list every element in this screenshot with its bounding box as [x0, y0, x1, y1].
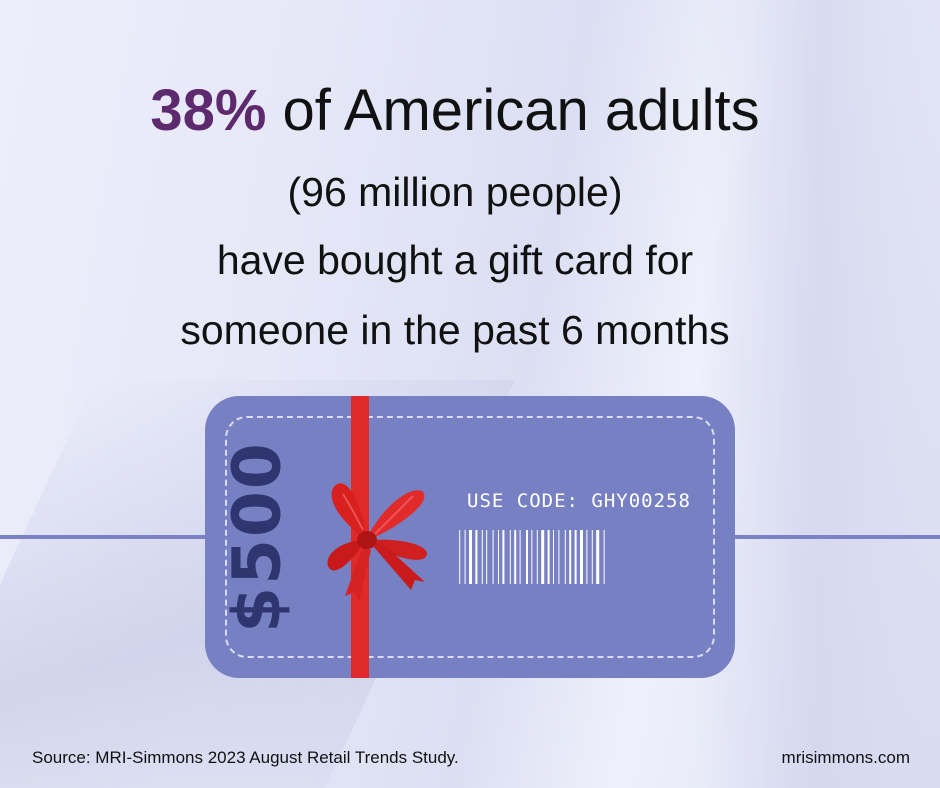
- barcode-bar: [486, 530, 488, 584]
- divider-line-right: [730, 535, 940, 539]
- barcode-bar: [531, 530, 533, 584]
- barcode-bar: [547, 530, 550, 584]
- headline-text: of American adults: [266, 78, 760, 143]
- barcode-bar: [481, 530, 483, 584]
- barcode-bar: [526, 530, 528, 584]
- barcode-bar: [558, 530, 560, 584]
- gift-card: $500 USE CODE: GHY00258: [205, 396, 735, 678]
- barcode-bar: [591, 530, 593, 584]
- headline-percent: 38%: [150, 78, 267, 143]
- barcode-bar: [492, 530, 494, 584]
- barcode-bar: [514, 530, 517, 584]
- gift-card-dashed-border: [225, 416, 715, 658]
- website-label: mrisimmons.com: [781, 748, 910, 767]
- barcode-bar: [569, 530, 572, 584]
- headline: 38% of American adults: [0, 72, 910, 150]
- gift-card-amount: $500: [218, 441, 296, 633]
- barcode-bar: [509, 530, 511, 584]
- subline-people-count: (96 million people): [287, 169, 623, 215]
- barcode-bar: [574, 530, 577, 584]
- barcode-bar: [519, 530, 521, 584]
- barcode-bar: [580, 530, 583, 584]
- ribbon-bow-icon: [327, 483, 427, 602]
- barcode-bar: [459, 530, 461, 584]
- barcode-bar: [469, 530, 472, 584]
- subline-timeframe: someone in the past 6 months: [180, 307, 730, 353]
- barcode-bar: [564, 530, 566, 584]
- gift-card-code: USE CODE: GHY00258: [467, 490, 691, 512]
- barcode-icon: [459, 530, 605, 584]
- barcode-bar: [603, 530, 605, 584]
- barcode-bar: [464, 530, 466, 584]
- barcode-bar: [553, 530, 554, 584]
- barcode-bar: [498, 530, 499, 584]
- barcode-bar: [586, 530, 588, 584]
- subline-bought-gift-card: have bought a gift card for: [216, 237, 694, 283]
- source-citation: Source: MRI-Simmons 2023 August Retail T…: [32, 748, 459, 767]
- barcode-bar: [596, 530, 600, 584]
- barcode-bar: [536, 530, 538, 584]
- divider-line-left: [0, 535, 210, 539]
- barcode-bar: [541, 530, 545, 584]
- barcode-bar: [475, 530, 478, 584]
- barcode-bar: [502, 530, 505, 584]
